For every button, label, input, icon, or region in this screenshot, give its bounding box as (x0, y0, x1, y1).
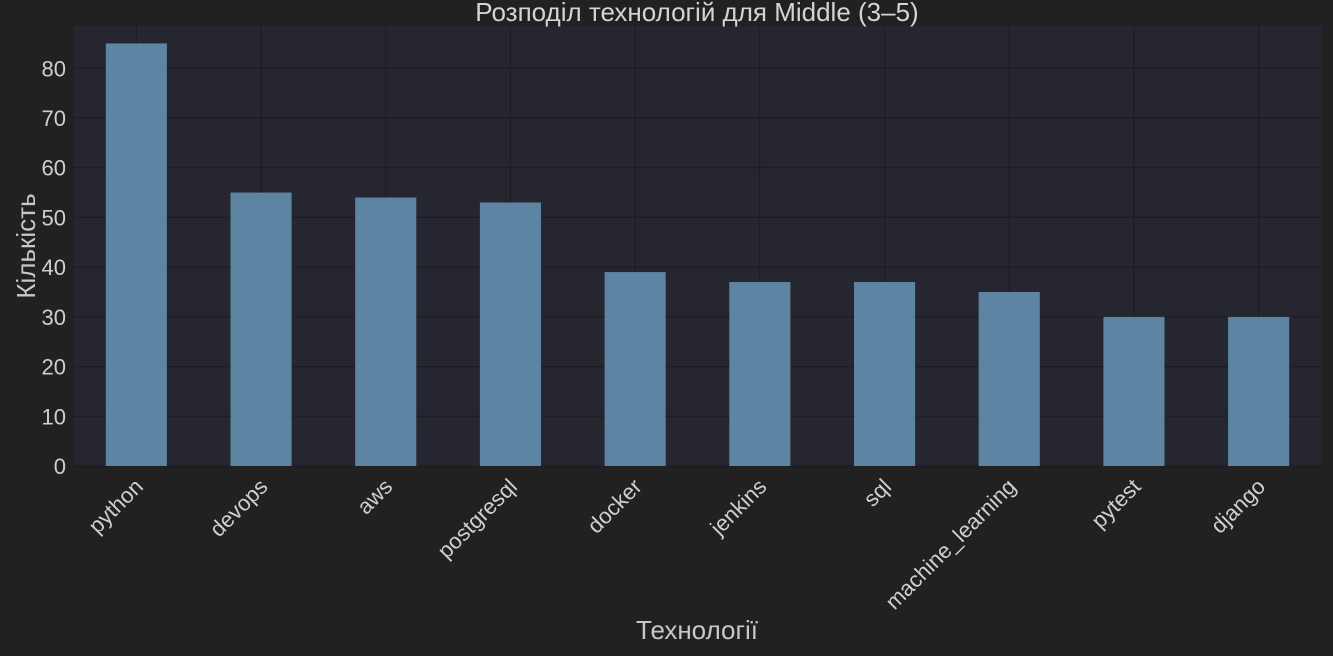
y-tick-label: 10 (42, 404, 66, 429)
x-axis-label: Технології (636, 615, 758, 645)
bar-django (1228, 316, 1290, 466)
bar-postgresql (479, 202, 542, 466)
y-tick-label: 40 (42, 255, 66, 280)
bar-pytest (1103, 316, 1165, 466)
bar-python (105, 43, 167, 467)
y-tick-label: 50 (42, 205, 66, 230)
y-tick-label: 0 (54, 454, 66, 479)
y-axis-label: Кількість (11, 193, 41, 298)
y-tick-label: 70 (42, 106, 66, 131)
bar-docker (604, 272, 666, 466)
bar-jenkins (729, 282, 791, 466)
bars (105, 43, 1290, 467)
y-tick-label: 20 (42, 355, 66, 380)
bar-machine-learning (978, 291, 1040, 466)
y-tick-label: 80 (42, 56, 66, 81)
bar-devops (230, 192, 292, 467)
y-tick-label: 30 (42, 305, 66, 330)
bar-sql (853, 282, 916, 466)
bar-aws (355, 197, 417, 466)
y-axis-ticks: 0 10 20 30 40 50 60 70 80 (42, 56, 66, 479)
chart-title: Розподіл технологій для Middle (3–5) (475, 0, 918, 27)
y-tick-label: 60 (42, 156, 66, 181)
